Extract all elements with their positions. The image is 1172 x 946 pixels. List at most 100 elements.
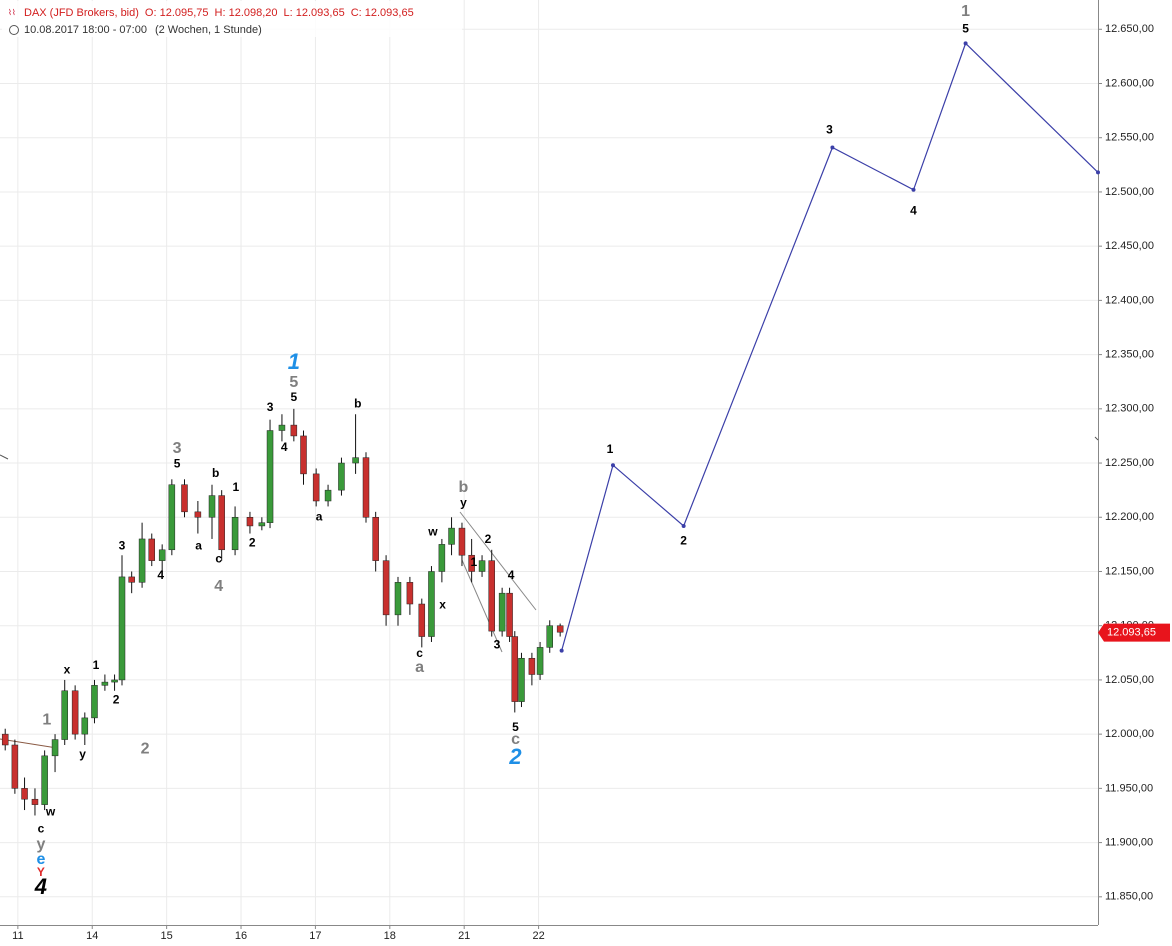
wave-label: 3 (494, 637, 501, 651)
range: (2 Wochen, 1 Stunde) (155, 24, 262, 36)
candle-body (488, 560, 495, 632)
candle-body (278, 424, 286, 431)
candle-body (406, 582, 414, 605)
trend-line (1094, 436, 1099, 441)
y-tick-label: 12.150,00 (1105, 565, 1154, 577)
wave-label: 1 (961, 3, 970, 20)
period-line: 10.08.2017 18:00 - 07:00 (2 Wochen, 1 Stu… (24, 24, 262, 36)
wave-label: 1 (42, 711, 51, 728)
wave-label: 2 (249, 535, 256, 549)
period: 10.08.2017 18:00 - 07:00 (24, 24, 147, 36)
wave-label: w (45, 804, 56, 818)
candle-body (61, 690, 68, 740)
candle-body (31, 798, 39, 805)
trend-line (0, 738, 58, 749)
plot: 1x 12y 2wcyeY43435b1ac4235514abcawxby21435… (1, 3, 1100, 899)
wave-label: 5 (289, 374, 298, 391)
candle-body (41, 755, 48, 805)
icon: ⌇⌇ (8, 8, 16, 17)
candle-body (208, 495, 216, 518)
candle-body (506, 592, 513, 637)
wave-label: 4 (157, 568, 164, 582)
wave-label: 3 (826, 122, 833, 136)
y-tick-label: 12.050,00 (1105, 674, 1154, 686)
wave-label: b (354, 397, 361, 411)
projection-point (681, 523, 686, 528)
projection-point (1096, 170, 1100, 175)
candle-body (1, 733, 9, 746)
trend-line (461, 559, 503, 653)
candle-body (101, 681, 109, 686)
x-tick-label: 11 (12, 930, 23, 942)
candle-body (258, 522, 266, 527)
candle-body (468, 554, 475, 572)
wave-label: 3 (267, 400, 274, 414)
candle-body (518, 657, 525, 702)
projection-point (963, 41, 968, 46)
candle-body (51, 739, 59, 757)
y-tick-label: 12.550,00 (1105, 132, 1154, 144)
x-tick-label: 18 (384, 930, 396, 942)
candle-body (352, 457, 359, 464)
candle-body (246, 517, 254, 527)
low: L: 12.093,65 (284, 7, 345, 19)
y-tick-label: 11.900,00 (1105, 836, 1153, 848)
y-tick-label: 12.400,00 (1105, 294, 1154, 306)
candle-body (418, 603, 426, 637)
trend-line (459, 511, 537, 611)
wave-label: 2 (113, 693, 120, 707)
price-tag (1098, 623, 1170, 642)
wave-label: y (79, 747, 86, 761)
wave-label: 2 (485, 532, 492, 546)
wave-label: 2 (680, 533, 687, 547)
wave-label: y (36, 836, 45, 853)
candle-body (438, 544, 446, 572)
candle-body (324, 489, 332, 502)
candle-body (362, 457, 370, 518)
projection-point (911, 187, 916, 192)
candle-body (194, 511, 202, 518)
candle-body (448, 527, 455, 545)
candle-body (71, 690, 79, 735)
candle-body (458, 527, 466, 556)
candle-body (138, 538, 146, 583)
candle-body (290, 424, 298, 437)
candle-body (536, 647, 544, 675)
wave-label: 3 (173, 440, 182, 457)
candle-body (372, 517, 379, 561)
candle-body (11, 744, 19, 789)
candle-body (81, 717, 89, 735)
wave-label: 4 (281, 440, 288, 454)
wave-label: 1 (232, 480, 239, 494)
y-tick-label: 12.200,00 (1105, 511, 1154, 523)
y-tick-label: 12.450,00 (1105, 240, 1154, 252)
y-tick-label: 11.950,00 (1105, 782, 1153, 794)
wave-label: a (415, 659, 424, 676)
wave-label: c (416, 646, 423, 660)
clock-icon (9, 25, 19, 35)
y-tick-label: 11.850,00 (1105, 891, 1153, 903)
header-bg (2, 1, 462, 37)
candle-body (382, 560, 390, 616)
wave-label: 5 (290, 390, 297, 404)
candle-body (218, 495, 225, 551)
wave-label: 4 (34, 874, 47, 899)
candle-body (394, 582, 402, 616)
wave-label: x (439, 597, 446, 611)
candle-body (300, 435, 307, 475)
candle-body (111, 679, 118, 683)
candle-body (158, 549, 166, 561)
wave-label: 3 (119, 539, 126, 553)
wave-label: 1 (471, 555, 478, 569)
wave-label: c (38, 822, 45, 836)
symbol: DAX (JFD Brokers, bid) (24, 7, 139, 19)
y-tick-label: 12.500,00 (1105, 186, 1154, 198)
wave-label: b (459, 479, 469, 496)
wave-label: 2 (141, 741, 150, 758)
candle-body (148, 538, 156, 561)
wave-label: 1 (93, 658, 100, 672)
x-tick-label: 16 (235, 930, 247, 942)
candle-body (128, 576, 135, 583)
y-tick-label: 12.600,00 (1105, 77, 1154, 89)
